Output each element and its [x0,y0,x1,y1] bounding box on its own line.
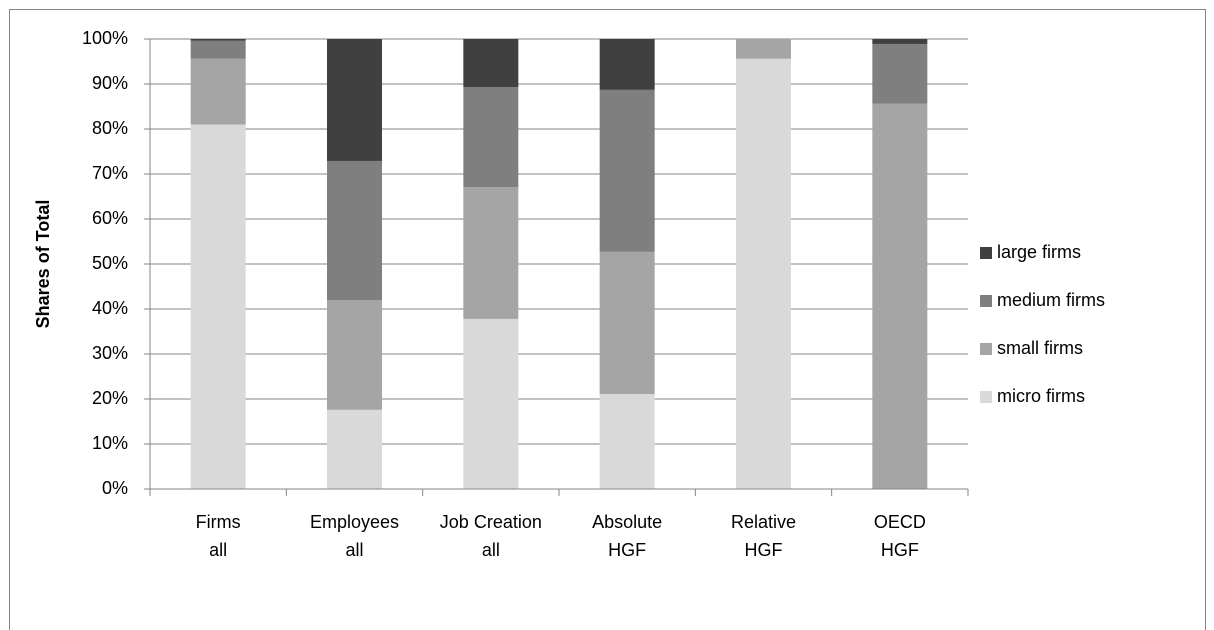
y-tick-label: 60% [92,208,128,228]
legend-label: micro firms [997,386,1085,406]
x-tick-label-line: HGF [745,540,783,560]
bar-segment [190,39,246,41]
bar-segment [190,124,246,489]
bar-segment [599,251,655,395]
bar-segment [327,409,382,489]
bar-segment [599,89,655,252]
bar-segment [872,103,928,490]
bar-segment [463,318,519,489]
y-tick-label: 50% [92,253,128,273]
x-tick-label-line: all [482,540,500,560]
x-tick-label-line: Job Creation [440,512,542,532]
bar-segment [599,39,655,90]
bar-segment [872,43,928,104]
bar-segment [736,39,791,59]
y-tick-label: 80% [92,118,128,138]
bar-segment [872,39,928,44]
x-tick-label-line: HGF [881,540,919,560]
bar-segment [463,187,519,319]
x-tick-label-line: Relative [731,512,796,532]
x-tick-label-line: Absolute [592,512,662,532]
bar-segment [190,40,246,59]
legend-label: small firms [997,338,1083,358]
x-tick-label: Absolute HGF [592,512,662,560]
legend-swatch [980,247,992,259]
bar-segment [599,394,655,489]
x-tick-label-line: all [345,540,363,560]
bar-segment [463,87,519,188]
y-tick-label: 0% [102,478,128,498]
x-tick-label: Employees all [310,512,399,560]
x-tick-label: Job Creation all [440,512,542,560]
y-tick-label: 100% [82,28,128,48]
y-tick-label: 70% [92,163,128,183]
bar-segment [463,39,519,88]
x-tick-label-line: all [209,540,227,560]
bar-segment [190,58,246,125]
x-tick-label-line: Employees [310,512,399,532]
bar-segment [327,39,382,161]
x-tick-label: OECD HGF [874,512,926,560]
bar-segment [327,300,382,410]
legend-swatch [980,343,992,355]
y-tick-label: 20% [92,388,128,408]
legend-label: large firms [997,242,1081,262]
y-tick-label: 90% [92,73,128,93]
bar-segment [327,160,382,300]
legend-swatch [980,295,992,307]
y-tick-label: 10% [92,433,128,453]
x-tick-label: Relative HGF [731,512,796,560]
x-tick-label-line: HGF [608,540,646,560]
y-tick-label: 40% [92,298,128,318]
y-axis-label: Shares of Total [33,200,53,329]
legend-label: medium firms [997,290,1105,310]
bar-segment [736,58,791,490]
y-tick-label: 30% [92,343,128,363]
legend-swatch [980,391,992,403]
x-tick-label-line: OECD [874,512,926,532]
x-tick-label-line: Firms [196,512,241,532]
x-tick-label: Firms all [196,512,241,560]
